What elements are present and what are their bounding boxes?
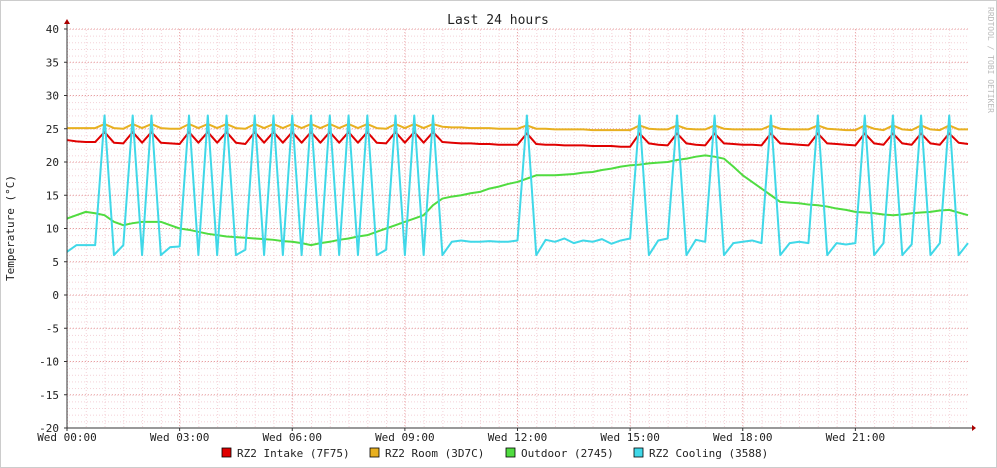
x-arrow — [972, 425, 976, 431]
chart-title: Last 24 hours — [447, 13, 549, 28]
series-line — [66, 131, 969, 148]
y-tick-label: 35 — [46, 56, 59, 69]
y-tick-label: 0 — [52, 289, 59, 302]
legend-label: RZ2 Room (3D7C) — [385, 447, 484, 460]
x-tick-label: Wed 12:00 — [488, 431, 548, 444]
y-tick-label: 30 — [46, 90, 59, 103]
series-line — [66, 114, 969, 257]
x-tick-label: Wed 21:00 — [826, 431, 886, 444]
series-line — [66, 154, 969, 247]
y-axis-label: Temperature (°C) — [4, 175, 17, 281]
y-tick-label: 5 — [52, 256, 59, 269]
y-arrow — [64, 19, 70, 24]
x-tick-label: Wed 15:00 — [600, 431, 660, 444]
x-tick-label: Wed 03:00 — [150, 431, 210, 444]
y-tick-label: -5 — [46, 322, 59, 335]
x-tick-label: Wed 06:00 — [262, 431, 322, 444]
y-tick-label: 25 — [46, 123, 59, 136]
legend-swatch — [221, 447, 232, 458]
legend-swatch — [505, 447, 516, 458]
y-tick-label: 40 — [46, 23, 59, 36]
y-tick-label: 10 — [46, 223, 59, 236]
y-tick-label: -20 — [39, 422, 59, 435]
x-tick-label: Wed 09:00 — [375, 431, 435, 444]
legend-label: RZ2 Cooling (3588) — [649, 447, 768, 460]
y-tick-label: -15 — [39, 389, 59, 402]
legend-swatch — [633, 447, 644, 458]
x-tick-label: Wed 00:00 — [37, 431, 97, 444]
legend-label: Outdoor (2745) — [521, 447, 614, 460]
x-tick-label: Wed 18:00 — [713, 431, 773, 444]
legend-label: RZ2 Intake (7F75) — [237, 447, 350, 460]
y-tick-label: 15 — [46, 189, 59, 202]
y-tick-label: 20 — [46, 156, 59, 169]
legend-swatch — [369, 447, 380, 458]
y-tick-label: -10 — [39, 356, 59, 369]
watermark: RRDTOOL / TOBI OETIKER — [986, 7, 995, 113]
